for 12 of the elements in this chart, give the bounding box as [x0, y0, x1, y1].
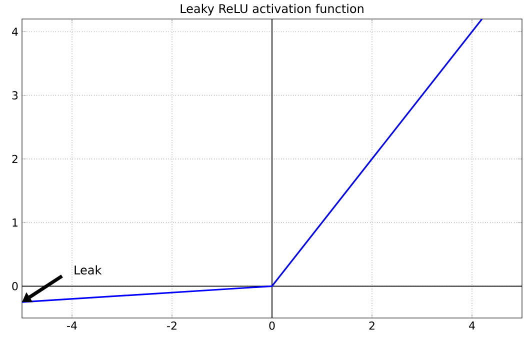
x-tick-label: 0: [269, 322, 275, 330]
chart-title: Leaky ReLU activation function: [180, 4, 364, 16]
y-tick-label: 2: [12, 154, 18, 164]
y-tick-label: 3: [12, 91, 18, 100]
x-tick-label: -4: [67, 322, 77, 330]
y-tick-label: 0: [12, 282, 18, 290]
x-tick-label: 4: [469, 322, 475, 330]
annotation: Leak: [74, 265, 102, 275]
y-tick-label: 1: [12, 218, 18, 227]
x-tick-label: -2: [167, 322, 176, 330]
y-tick-label: 4: [12, 28, 18, 36]
x-tick-label: 2: [369, 322, 374, 330]
